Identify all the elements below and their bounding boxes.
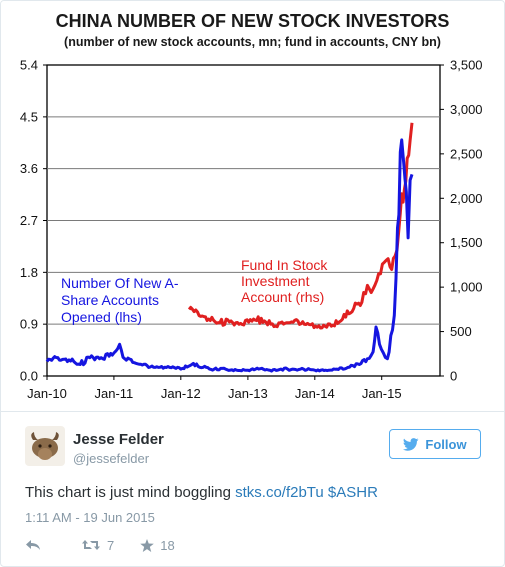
avatar[interactable] [25,426,65,466]
series-labels: Number Of New A-Share Accounts Opened (lh… [61,257,328,325]
cashtag-link[interactable]: $ASHR [323,484,378,501]
x-tick-label: Jan-11 [95,386,134,401]
left-tick-label: 0.9 [20,317,38,332]
grid-lines [47,116,440,325]
x-axis-ticks: Jan-10 Jan-11 Jan-12 Jan-13 Jan-14 Jan-15 [27,376,402,401]
favorite-button[interactable]: 18 [140,537,175,553]
left-tick-label: 0.0 [20,369,38,384]
retweet-button[interactable]: 7 [81,538,114,553]
series-label-fund-in-accounts: Fund In Stock Investment Account (rhs) [241,257,328,305]
left-tick-label: 5.4 [20,58,38,73]
right-tick-label: 2,000 [450,191,483,206]
tweet-text-prefix: This chart is just mind boggling [25,484,236,501]
reply-icon [26,540,40,550]
line-chart: 0.0 0.9 1.8 2.7 3.6 4.5 5.4 0 500 1,000 1,500 2,00… [20,58,483,402]
tweet-timestamp[interactable]: 1:11 AM - 19 Jun 2015 [25,510,155,525]
retweet-icon [82,540,100,550]
series-label-line: Fund In Stock [241,257,328,273]
left-tick-label: 4.5 [20,109,38,124]
right-tick-label: 1,500 [450,235,483,250]
series-label-line: Opened (lhs) [61,309,142,325]
right-tick-label: 2,500 [450,146,483,161]
right-tick-label: 0 [450,369,457,384]
x-tick-label: Jan-14 [295,386,335,401]
tweet-link[interactable]: stks.co/f2bTu [235,484,324,501]
right-tick-label: 3,000 [450,102,483,117]
retweet-count: 7 [107,537,115,553]
series-label-line: Number Of New A- [61,275,179,291]
series-label-line: Account (rhs) [241,289,324,305]
chart-title: CHINA NUMBER OF NEW STOCK INVESTORS [55,11,450,31]
left-tick-label: 2.7 [20,213,38,228]
author-handle[interactable]: @jessefelder [73,451,150,466]
chart-subtitle: (number of new stock accounts, mn; fund … [64,35,441,49]
favorite-count: 18 [160,537,175,553]
x-tick-label: Jan-13 [228,386,268,401]
author-name[interactable]: Jesse Felder [73,431,164,448]
left-tick-label: 1.8 [20,265,38,280]
x-tick-label: Jan-10 [27,386,67,401]
right-tick-label: 500 [450,324,472,339]
left-tick-label: 3.6 [20,161,38,176]
left-axis-ticks: 0.0 0.9 1.8 2.7 3.6 4.5 5.4 [20,58,47,384]
x-tick-label: Jan-15 [362,386,402,401]
series-label-line: Investment [241,273,310,289]
right-tick-label: 3,500 [450,58,483,73]
divider [1,411,504,412]
series-label-line: Share Accounts [61,292,159,308]
x-tick-label: Jan-12 [161,386,201,401]
series-label-new-accounts: Number Of New A-Share Accounts Opened (lh… [61,275,179,325]
right-axis-ticks: 0 500 1,000 1,500 2,000 2,500 3,000 3,500 [440,58,483,384]
twitter-bird-icon [403,437,419,451]
right-tick-label: 1,000 [450,280,483,295]
series-line-new-accounts [45,138,414,373]
chart-image[interactable]: CHINA NUMBER OF NEW STOCK INVESTORS (num… [1,1,504,411]
tweet-actions: 7 18 [25,536,175,554]
tweet-text: This chart is just mind boggling stks.co… [25,484,378,501]
follow-button[interactable]: Follow [389,429,481,459]
follow-label: Follow [425,436,467,452]
star-icon [140,538,155,552]
reply-button[interactable] [25,539,41,551]
bull-avatar-icon [31,432,59,460]
series-line-fund-in-accounts [187,122,414,330]
